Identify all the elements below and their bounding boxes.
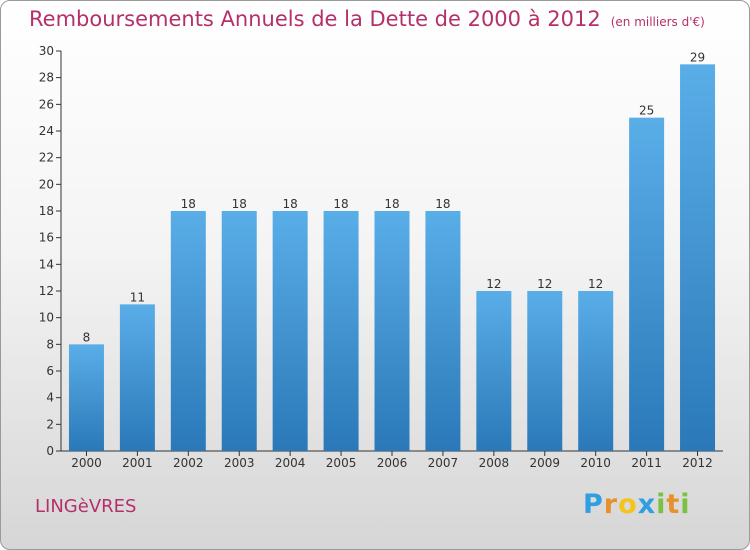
bar <box>629 117 665 452</box>
logo-letter: i <box>656 489 667 520</box>
y-tick-label: 0 <box>46 444 54 458</box>
bar <box>578 291 614 451</box>
logo-letter: r <box>603 489 619 520</box>
x-tick-label: 2000 <box>71 456 102 470</box>
bar <box>68 344 104 451</box>
y-tick-label: 6 <box>46 364 54 378</box>
y-tick-label: 2 <box>46 417 54 431</box>
x-tick-label: 2002 <box>173 456 204 470</box>
bar-value-label: 18 <box>384 197 399 211</box>
chart-title-block: Remboursements Annuels de la Dette de 20… <box>29 7 705 31</box>
x-tick-label: 2004 <box>275 456 306 470</box>
y-tick-label: 4 <box>46 391 54 405</box>
y-tick-label: 8 <box>46 337 54 351</box>
y-tick-label: 16 <box>39 231 54 245</box>
x-tick-label: 2003 <box>224 456 255 470</box>
logo-letter: t <box>666 489 681 520</box>
x-tick-label: 2006 <box>377 456 408 470</box>
logo-letter: P <box>583 489 604 520</box>
bar-value-label: 12 <box>537 277 552 291</box>
x-tick-label: 2008 <box>479 456 510 470</box>
logo-letter: i <box>680 489 691 520</box>
bar <box>323 211 359 451</box>
y-tick-label: 10 <box>39 311 54 325</box>
bar <box>527 291 563 451</box>
x-tick-label: 2011 <box>631 456 662 470</box>
x-tick-label: 2009 <box>529 456 560 470</box>
bar <box>272 211 308 451</box>
bar <box>119 304 155 451</box>
x-tick-label: 2007 <box>428 456 459 470</box>
bar <box>425 211 461 451</box>
logo-letter: x <box>637 489 657 520</box>
bar <box>221 211 257 451</box>
y-tick-label: 22 <box>39 151 54 165</box>
y-tick-label: 14 <box>39 257 54 271</box>
y-tick-label: 12 <box>39 284 54 298</box>
chart-title: Remboursements Annuels de la Dette de 20… <box>29 7 601 31</box>
x-tick-label: 2010 <box>580 456 611 470</box>
bar-value-label: 12 <box>486 277 501 291</box>
y-tick-label: 26 <box>39 97 54 111</box>
proxiti-logo: Proxiti <box>583 489 691 520</box>
bar-value-label: 8 <box>83 330 91 344</box>
logo-letter: o <box>618 489 638 520</box>
y-tick-label: 18 <box>39 204 54 218</box>
bar-value-label: 18 <box>181 197 196 211</box>
bar-value-label: 18 <box>333 197 348 211</box>
x-tick-label: 2012 <box>682 456 713 470</box>
x-tick-label: 2005 <box>326 456 357 470</box>
y-tick-label: 28 <box>39 71 54 85</box>
y-tick-label: 20 <box>39 177 54 191</box>
bar-value-label: 18 <box>435 197 450 211</box>
bar <box>476 291 512 451</box>
y-tick-label: 24 <box>39 124 54 138</box>
bar-value-label: 18 <box>232 197 247 211</box>
bar-value-label: 18 <box>283 197 298 211</box>
chart-subtitle: (en milliers d'€) <box>610 15 705 29</box>
bar <box>374 211 410 451</box>
bar <box>170 211 206 451</box>
bar-value-label: 25 <box>639 104 654 118</box>
bar-value-label: 11 <box>130 290 145 304</box>
y-tick-label: 30 <box>39 44 54 58</box>
bar <box>680 64 716 452</box>
commune-name: LINGèVRES <box>35 496 137 517</box>
bar-value-label: 29 <box>690 50 705 64</box>
bar-value-label: 12 <box>588 277 603 291</box>
x-tick-label: 2001 <box>122 456 153 470</box>
